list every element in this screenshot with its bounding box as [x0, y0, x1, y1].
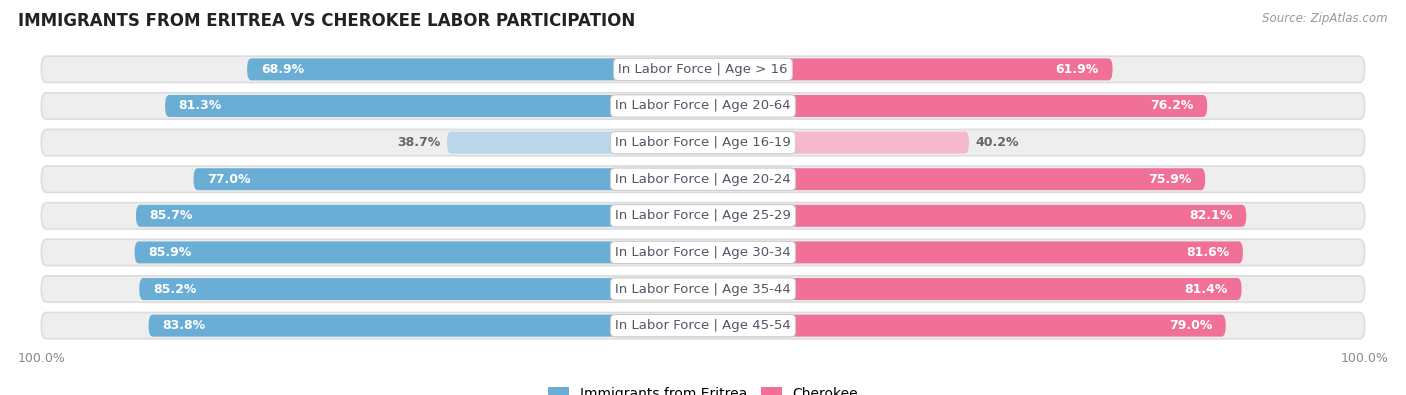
Legend: Immigrants from Eritrea, Cherokee: Immigrants from Eritrea, Cherokee	[543, 382, 863, 395]
FancyBboxPatch shape	[703, 132, 969, 154]
FancyBboxPatch shape	[41, 239, 1365, 265]
Text: 76.2%: 76.2%	[1150, 100, 1194, 113]
Text: In Labor Force | Age 45-54: In Labor Force | Age 45-54	[616, 319, 790, 332]
Text: 81.4%: 81.4%	[1185, 282, 1227, 295]
FancyBboxPatch shape	[447, 132, 703, 154]
FancyBboxPatch shape	[41, 276, 1365, 302]
Text: 77.0%: 77.0%	[207, 173, 250, 186]
Text: 85.7%: 85.7%	[149, 209, 193, 222]
Text: 68.9%: 68.9%	[260, 63, 304, 76]
FancyBboxPatch shape	[139, 278, 703, 300]
FancyBboxPatch shape	[41, 312, 1365, 339]
Text: 81.3%: 81.3%	[179, 100, 222, 113]
Text: In Labor Force | Age > 16: In Labor Force | Age > 16	[619, 63, 787, 76]
Text: 85.2%: 85.2%	[153, 282, 197, 295]
Text: In Labor Force | Age 30-34: In Labor Force | Age 30-34	[616, 246, 790, 259]
FancyBboxPatch shape	[41, 56, 1365, 83]
Text: In Labor Force | Age 20-24: In Labor Force | Age 20-24	[616, 173, 790, 186]
FancyBboxPatch shape	[703, 95, 1208, 117]
Text: Source: ZipAtlas.com: Source: ZipAtlas.com	[1263, 12, 1388, 25]
FancyBboxPatch shape	[165, 95, 703, 117]
Text: 75.9%: 75.9%	[1149, 173, 1191, 186]
FancyBboxPatch shape	[703, 58, 1112, 80]
Text: 85.9%: 85.9%	[148, 246, 191, 259]
Text: 40.2%: 40.2%	[976, 136, 1019, 149]
FancyBboxPatch shape	[703, 315, 1226, 337]
FancyBboxPatch shape	[41, 93, 1365, 119]
Text: 82.1%: 82.1%	[1189, 209, 1233, 222]
FancyBboxPatch shape	[41, 166, 1365, 192]
FancyBboxPatch shape	[135, 241, 703, 263]
FancyBboxPatch shape	[41, 130, 1365, 156]
Text: 83.8%: 83.8%	[162, 319, 205, 332]
FancyBboxPatch shape	[149, 315, 703, 337]
FancyBboxPatch shape	[194, 168, 703, 190]
FancyBboxPatch shape	[703, 205, 1246, 227]
Text: 38.7%: 38.7%	[396, 136, 440, 149]
Text: 79.0%: 79.0%	[1168, 319, 1212, 332]
FancyBboxPatch shape	[703, 278, 1241, 300]
FancyBboxPatch shape	[703, 168, 1205, 190]
Text: IMMIGRANTS FROM ERITREA VS CHEROKEE LABOR PARTICIPATION: IMMIGRANTS FROM ERITREA VS CHEROKEE LABO…	[18, 12, 636, 30]
Text: 81.6%: 81.6%	[1187, 246, 1229, 259]
Text: In Labor Force | Age 35-44: In Labor Force | Age 35-44	[616, 282, 790, 295]
Text: 61.9%: 61.9%	[1056, 63, 1099, 76]
Text: In Labor Force | Age 16-19: In Labor Force | Age 16-19	[616, 136, 790, 149]
FancyBboxPatch shape	[247, 58, 703, 80]
FancyBboxPatch shape	[136, 205, 703, 227]
Text: In Labor Force | Age 20-64: In Labor Force | Age 20-64	[616, 100, 790, 113]
FancyBboxPatch shape	[703, 241, 1243, 263]
FancyBboxPatch shape	[41, 203, 1365, 229]
Text: In Labor Force | Age 25-29: In Labor Force | Age 25-29	[614, 209, 792, 222]
